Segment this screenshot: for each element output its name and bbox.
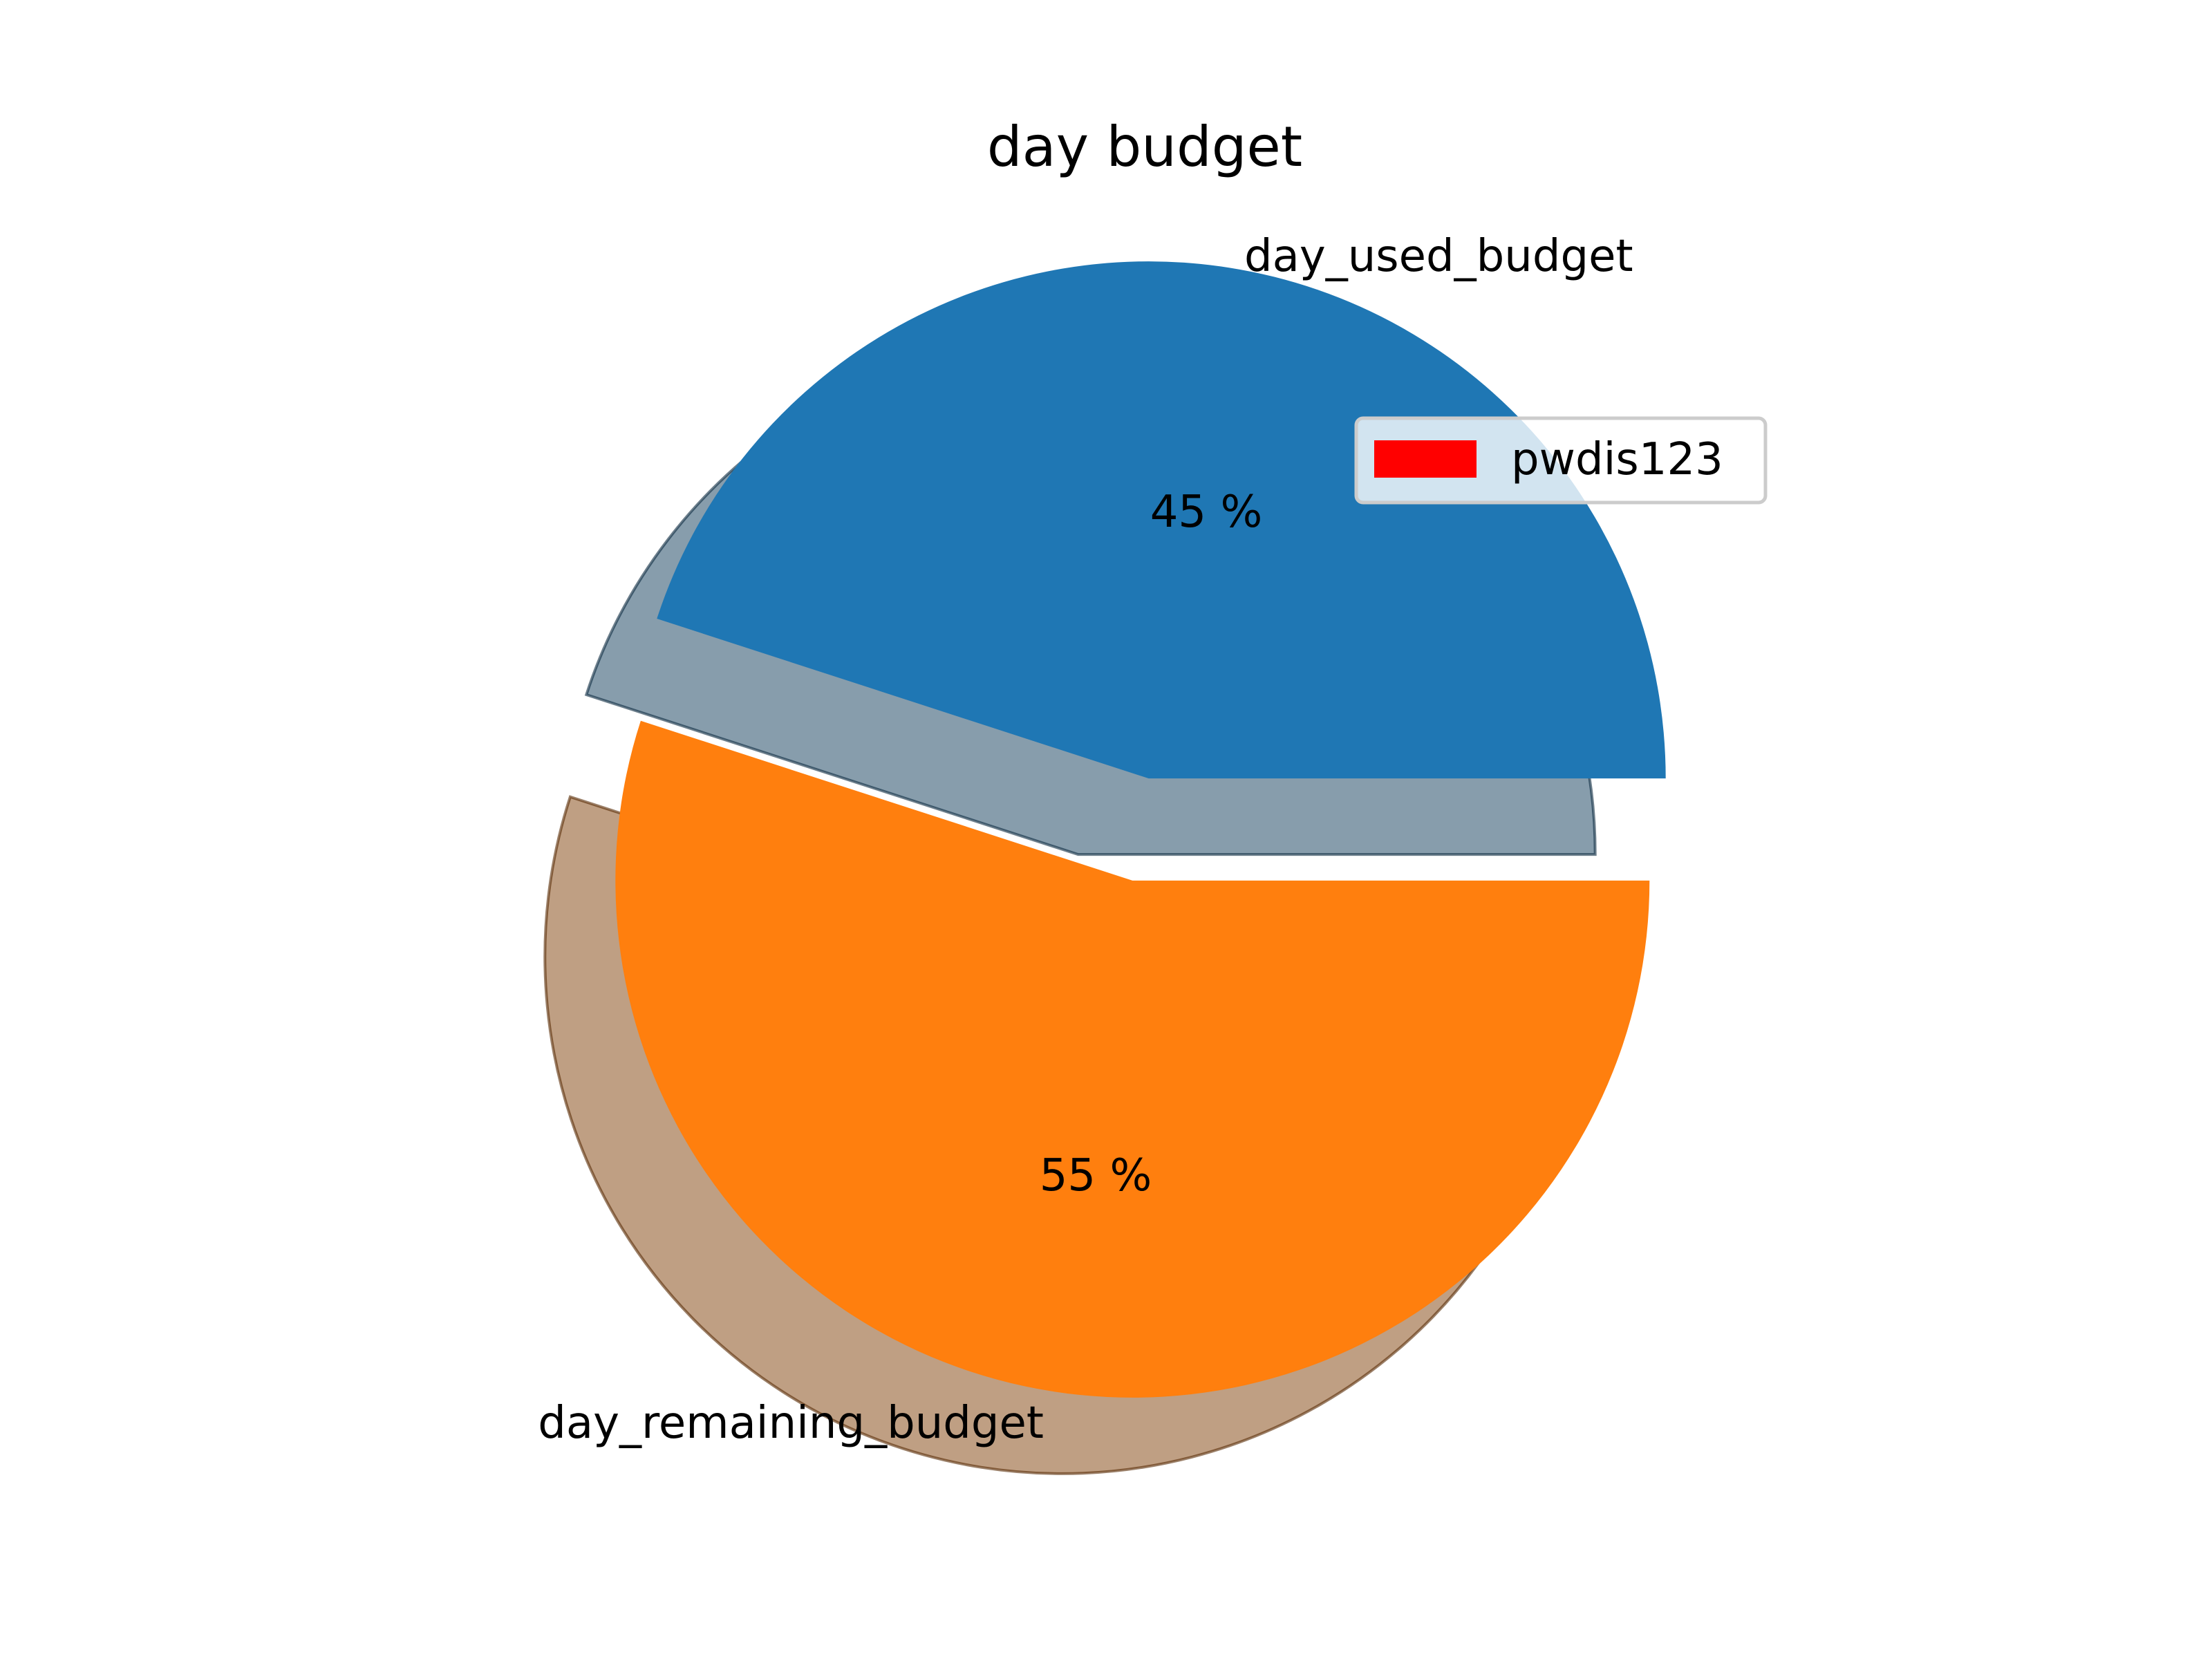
slice-day-used-budget (657, 261, 1666, 779)
legend-swatch-pwdis123 (1374, 440, 1477, 478)
chart-title: day budget (987, 115, 1302, 179)
pie-slices (615, 261, 1666, 1398)
slice-day-remaining-budget (615, 720, 1650, 1398)
slice-percent-day-used-budget: 45 % (1150, 487, 1263, 538)
slice-percent-day-remaining-budget: 55 % (1040, 1150, 1152, 1201)
slice-label-day-used-budget: day_used_budget (1244, 231, 1633, 282)
legend: pwdis123 (1354, 416, 1768, 505)
legend-label-pwdis123: pwdis123 (1511, 434, 1723, 485)
legend-frame (1354, 416, 1768, 505)
slice-label-day-remaining-budget: day_remaining_budget (538, 1398, 1044, 1449)
